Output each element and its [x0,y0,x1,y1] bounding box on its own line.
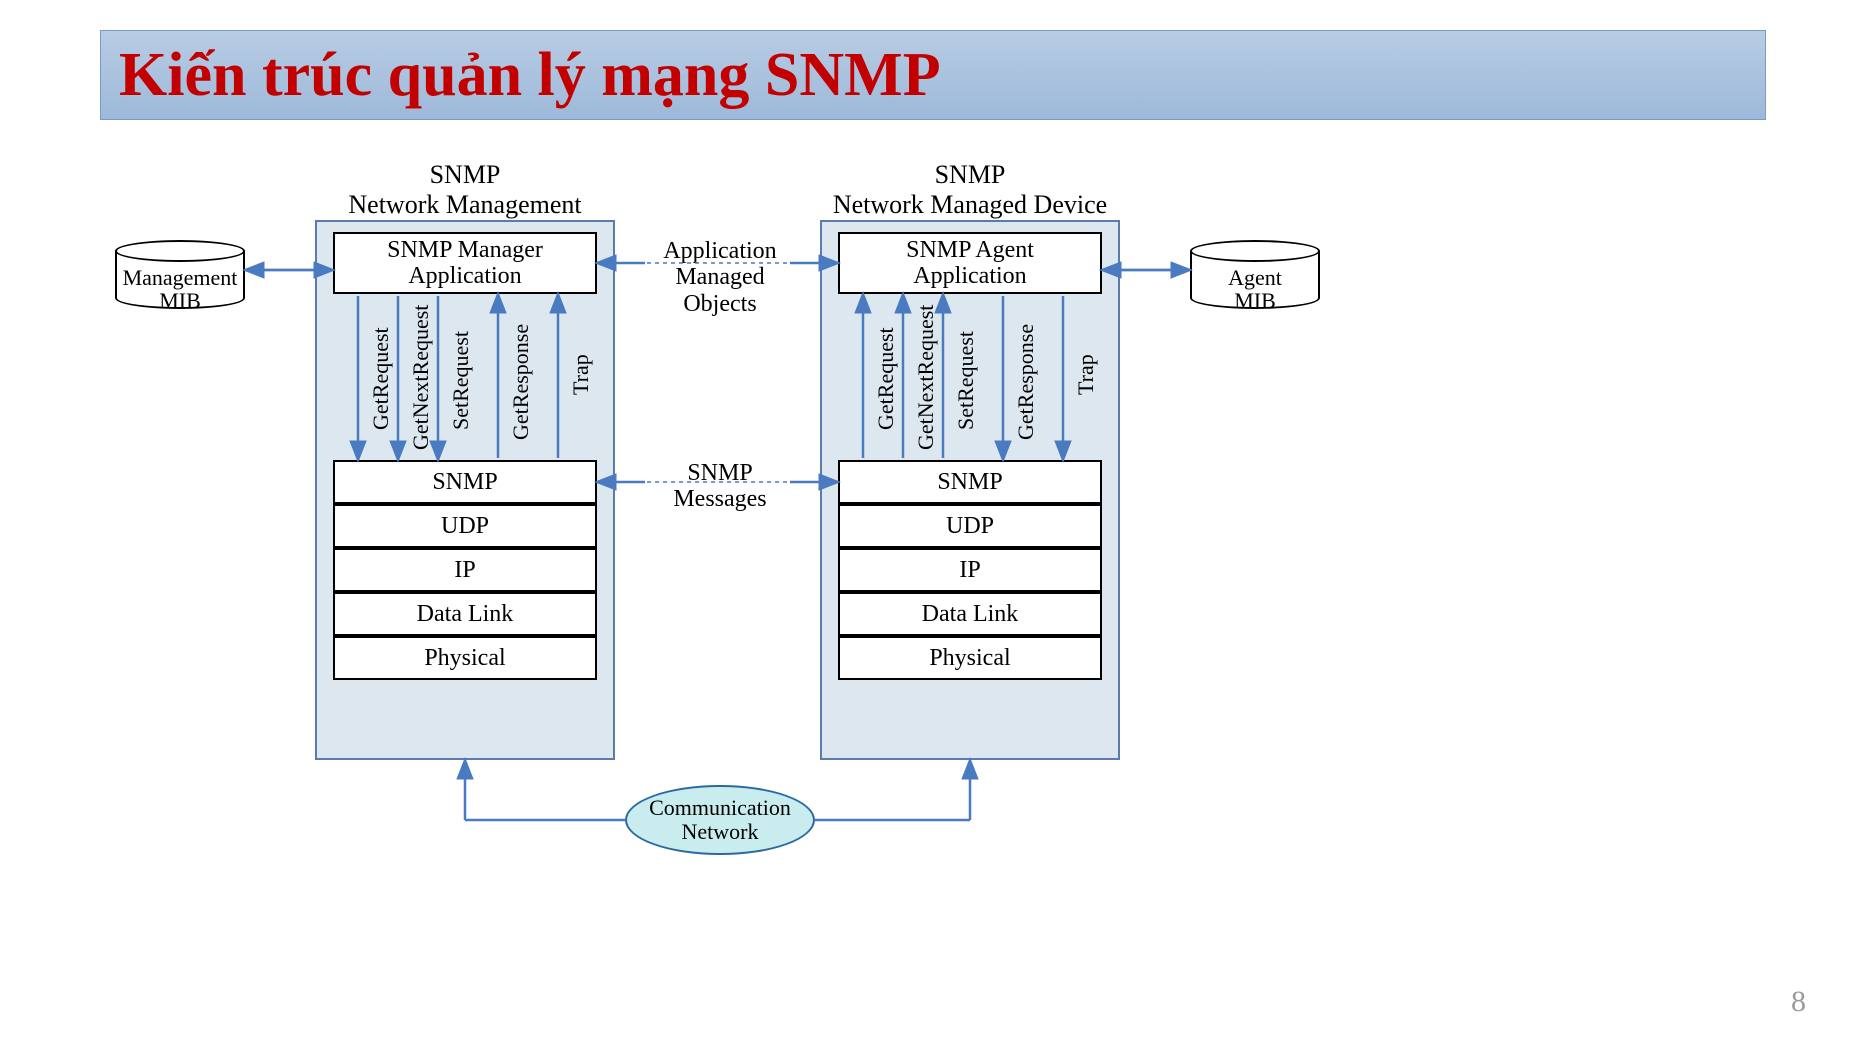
left-app-box: SNMP Manager Application [333,232,597,294]
left-stack-ip: IP [333,548,597,592]
center-app-objects-label: Application Managed Objects [640,238,800,317]
right-op-getnextrequest: GetNextRequest [913,305,939,450]
center-snmp-messages-label: SNMP Messages [655,460,785,513]
left-op-setrequest: SetRequest [448,331,474,430]
communication-network: Communication Network [625,785,815,855]
diagram-canvas: SNMP Network Management System SNMP Netw… [100,160,1766,900]
right-stack-physical: Physical [838,636,1102,680]
left-stack-udp: UDP [333,504,597,548]
right-app-line1: SNMP Agent [906,237,1034,263]
title-bar: Kiến trúc quản lý mạng SNMP [100,30,1766,120]
right-header-line2: Network Managed Device [833,190,1107,219]
right-op-getresponse: GetResponse [1013,324,1039,440]
right-header-line1: SNMP [935,160,1006,189]
mib-left-line2: MIB [159,288,201,313]
page-title: Kiến trúc quản lý mạng SNMP [119,40,941,111]
left-app-line1: SNMP Manager [387,237,543,263]
management-mib-db: Management MIB [115,240,245,320]
left-op-getrequest: GetRequest [368,327,394,430]
right-op-setrequest: SetRequest [953,331,979,430]
right-stack-ip: IP [838,548,1102,592]
right-column-header: SNMP Network Managed Device [820,160,1120,220]
agent-mib-db: Agent MIB [1190,240,1320,320]
right-app-line2: Application [913,263,1026,289]
mib-right-line2: MIB [1234,288,1276,313]
left-op-trap: Trap [568,354,594,395]
left-op-getresponse: GetResponse [508,324,534,440]
right-app-box: SNMP Agent Application [838,232,1102,294]
page-number: 8 [1791,985,1806,1019]
left-stack-snmp: SNMP [333,460,597,504]
right-stack-datalink: Data Link [838,592,1102,636]
left-stack-physical: Physical [333,636,597,680]
right-op-getrequest: GetRequest [873,327,899,430]
left-stack-datalink: Data Link [333,592,597,636]
right-stack-snmp: SNMP [838,460,1102,504]
left-op-getnextrequest: GetNextRequest [408,305,434,450]
left-header-line1: SNMP [430,160,501,189]
mib-left-line1: Management [123,265,238,290]
right-stack-udp: UDP [838,504,1102,548]
right-op-trap: Trap [1073,354,1099,395]
left-app-line2: Application [408,263,521,289]
mib-right-line1: Agent [1228,265,1282,290]
